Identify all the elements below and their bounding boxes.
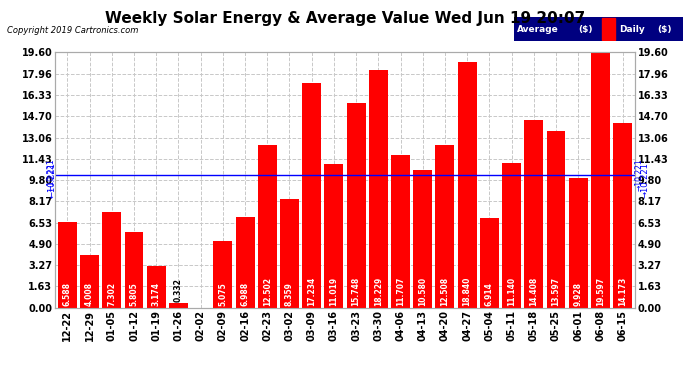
Text: 13.597: 13.597 bbox=[551, 277, 560, 306]
Bar bbox=[258, 145, 277, 308]
Bar bbox=[169, 303, 188, 307]
Text: →10.221: →10.221 bbox=[635, 158, 644, 191]
Text: 9.928: 9.928 bbox=[573, 282, 582, 306]
Text: 0.332: 0.332 bbox=[174, 278, 183, 302]
Text: 5.075: 5.075 bbox=[218, 282, 228, 306]
Text: 14.408: 14.408 bbox=[529, 277, 538, 306]
Bar bbox=[324, 164, 344, 308]
Text: 18.840: 18.840 bbox=[462, 277, 472, 306]
Text: ($): ($) bbox=[578, 25, 593, 34]
Bar bbox=[369, 70, 388, 308]
Text: 17.234: 17.234 bbox=[307, 277, 316, 306]
Text: 15.748: 15.748 bbox=[352, 277, 361, 306]
Bar bbox=[58, 222, 77, 308]
Bar bbox=[102, 213, 121, 308]
Bar bbox=[524, 120, 543, 308]
Bar bbox=[391, 155, 410, 308]
Text: ←10.221: ←10.221 bbox=[46, 158, 55, 191]
Bar bbox=[480, 217, 499, 308]
Bar bbox=[413, 170, 432, 308]
Text: 18.229: 18.229 bbox=[374, 277, 383, 306]
Bar bbox=[213, 242, 233, 308]
Text: Daily: Daily bbox=[619, 25, 644, 34]
Text: 14.173: 14.173 bbox=[618, 277, 627, 306]
Text: 3.174: 3.174 bbox=[152, 282, 161, 306]
Bar bbox=[502, 163, 521, 308]
Bar bbox=[569, 178, 588, 308]
Bar bbox=[591, 53, 610, 308]
Bar bbox=[80, 255, 99, 308]
Bar bbox=[435, 145, 455, 308]
Text: ($): ($) bbox=[658, 25, 672, 34]
Text: 6.914: 6.914 bbox=[485, 282, 494, 306]
Bar bbox=[280, 199, 299, 308]
Text: 8.359: 8.359 bbox=[285, 282, 294, 306]
Bar bbox=[613, 123, 632, 308]
Text: 7.302: 7.302 bbox=[108, 282, 117, 306]
Bar bbox=[235, 217, 255, 308]
Text: Copyright 2019 Cartronics.com: Copyright 2019 Cartronics.com bbox=[7, 26, 138, 35]
Text: 19.597: 19.597 bbox=[596, 277, 605, 306]
Bar bbox=[602, 18, 615, 40]
Text: 11.019: 11.019 bbox=[329, 277, 338, 306]
Bar bbox=[546, 130, 565, 308]
Text: 11.140: 11.140 bbox=[507, 277, 516, 306]
Text: Average: Average bbox=[518, 25, 559, 34]
Bar bbox=[346, 103, 366, 308]
Text: 11.707: 11.707 bbox=[396, 277, 405, 306]
Text: ←10.221: ←10.221 bbox=[47, 162, 57, 198]
Text: →10.221: →10.221 bbox=[640, 162, 650, 198]
Text: 6.988: 6.988 bbox=[241, 282, 250, 306]
Text: 5.805: 5.805 bbox=[130, 282, 139, 306]
Bar bbox=[302, 83, 321, 308]
Text: 6.588: 6.588 bbox=[63, 282, 72, 306]
Text: 10.580: 10.580 bbox=[418, 277, 427, 306]
Bar bbox=[457, 62, 477, 308]
Bar bbox=[147, 266, 166, 308]
Bar bbox=[125, 232, 144, 308]
Text: 12.508: 12.508 bbox=[440, 277, 449, 306]
Text: 12.502: 12.502 bbox=[263, 277, 272, 306]
Text: 4.008: 4.008 bbox=[85, 282, 94, 306]
Text: Weekly Solar Energy & Average Value Wed Jun 19 20:07: Weekly Solar Energy & Average Value Wed … bbox=[105, 11, 585, 26]
